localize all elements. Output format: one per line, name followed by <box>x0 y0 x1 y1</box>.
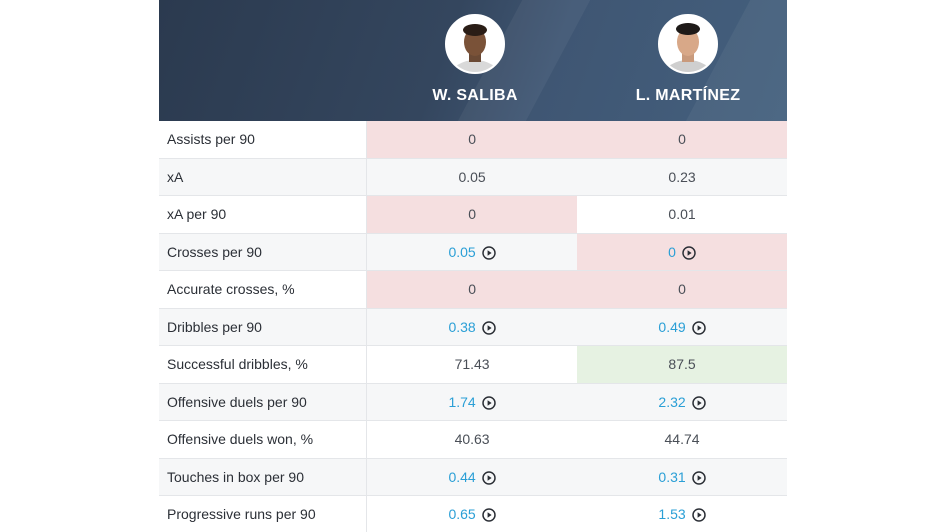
stat-value-player-1[interactable]: 0.44 <box>367 459 577 496</box>
stat-row: xA 0.05 0.23 <box>159 158 787 196</box>
stat-value-text: 0 <box>678 281 686 298</box>
stat-value-player-2: 0.01 <box>577 196 787 233</box>
player-2-name[interactable]: L. MARTÍNEZ <box>635 87 741 104</box>
player-column-1: W. SALIBA <box>370 14 580 105</box>
stat-value-text[interactable]: 0.38 <box>448 318 476 335</box>
stat-value-player-2[interactable]: 0.49 <box>577 309 787 346</box>
stat-row: xA per 90 0 0.01 <box>159 196 787 234</box>
stat-value-player-1[interactable]: 0.05 <box>367 234 577 271</box>
stat-row: Touches in box per 90 0.44 0.31 <box>159 458 787 496</box>
stat-label: Successful dribbles, % <box>159 346 368 383</box>
stat-label: Offensive duels won, % <box>159 421 368 458</box>
stat-value-text[interactable]: 0.31 <box>658 468 686 485</box>
stat-row: Assists per 90 0 0 <box>159 121 787 159</box>
stat-value-text[interactable]: 1.74 <box>448 393 476 410</box>
stat-value-text: 40.63 <box>454 431 490 448</box>
play-video-icon[interactable] <box>686 319 706 335</box>
stat-value-player-2: 0 <box>577 121 787 158</box>
stat-value-player-1[interactable]: 0.65 <box>367 496 577 532</box>
stat-value-text: 0 <box>468 131 476 148</box>
play-video-icon[interactable] <box>476 394 496 410</box>
stat-value-player-2: 44.74 <box>577 421 787 458</box>
stat-value-text[interactable]: 0.65 <box>448 506 476 523</box>
stat-row: Progressive runs per 90 0.65 1.53 <box>159 496 787 532</box>
stat-row: Successful dribbles, % 71.43 87.5 <box>159 346 787 384</box>
comparison-card: W. SALIBA L. MARTÍNEZ Assists per 90 0 0 xA… <box>159 0 787 532</box>
stat-label: Assists per 90 <box>159 121 368 158</box>
stat-row: Offensive duels per 90 1.74 2.32 <box>159 383 787 421</box>
stat-value-player-2: 87.5 <box>577 346 787 383</box>
stat-label: Touches in box per 90 <box>159 458 368 495</box>
stat-label: Dribbles per 90 <box>159 308 368 345</box>
play-video-icon[interactable] <box>476 469 496 485</box>
stat-value-player-2: 0.23 <box>577 159 787 196</box>
stat-value-player-2[interactable]: 0 <box>577 233 787 270</box>
stat-value-text: 0 <box>468 206 476 223</box>
stat-label: xA per 90 <box>159 196 368 233</box>
stat-value-player-1: 0 <box>367 271 578 308</box>
play-video-icon[interactable] <box>686 469 706 485</box>
stat-value-player-2[interactable]: 0.31 <box>577 459 787 496</box>
players-header: W. SALIBA L. MARTÍNEZ <box>159 0 787 121</box>
stat-value-text[interactable]: 0.49 <box>658 318 686 335</box>
stat-value-text: 87.5 <box>668 356 696 373</box>
play-video-icon[interactable] <box>686 506 706 523</box>
player-1-avatar[interactable] <box>445 14 505 74</box>
stat-value-player-1: 0.05 <box>367 159 577 196</box>
stat-row: Dribbles per 90 0.38 0.49 <box>159 308 787 346</box>
stat-value-text: 0.23 <box>668 168 696 185</box>
stat-value-text[interactable]: 1.53 <box>658 506 686 523</box>
play-video-icon[interactable] <box>686 394 706 410</box>
stat-value-text[interactable]: 0.05 <box>448 243 476 260</box>
stat-label: Crosses per 90 <box>159 233 368 270</box>
stat-value-text[interactable]: 2.32 <box>658 393 686 410</box>
stat-row: Crosses per 90 0.05 0 <box>159 233 787 271</box>
player-column-2: L. MARTÍNEZ <box>583 14 787 105</box>
stat-label: Accurate crosses, % <box>159 271 368 308</box>
stat-row: Offensive duels won, % 40.63 44.74 <box>159 421 787 459</box>
stat-value-player-1[interactable]: 1.74 <box>367 384 577 421</box>
stat-value-text: 0.05 <box>458 168 486 185</box>
stat-value-text[interactable]: 0 <box>668 243 676 260</box>
play-video-icon[interactable] <box>676 244 696 260</box>
stat-label: Progressive runs per 90 <box>159 496 368 532</box>
stats-table: Assists per 90 0 0 xA 0.05 0.23 xA per 90 0 0.01… <box>159 121 787 532</box>
stat-value-text[interactable]: 0.44 <box>448 468 476 485</box>
stat-value-player-1: 40.63 <box>367 421 577 458</box>
stat-value-player-2[interactable]: 1.53 <box>577 496 787 532</box>
stat-value-player-2: 0 <box>577 271 787 308</box>
play-video-icon[interactable] <box>476 319 496 335</box>
stat-value-player-1: 0 <box>367 121 578 158</box>
stat-value-text: 44.74 <box>664 431 700 448</box>
stat-value-player-2[interactable]: 2.32 <box>577 384 787 421</box>
stat-value-player-1[interactable]: 0.38 <box>367 309 577 346</box>
stat-label: Offensive duels per 90 <box>159 383 368 420</box>
player-1-name[interactable]: W. SALIBA <box>432 87 518 104</box>
stat-value-text: 71.43 <box>454 356 490 373</box>
stat-value-text: 0.01 <box>668 206 696 223</box>
stat-value-text: 0 <box>468 281 476 298</box>
stat-row: Accurate crosses, % 0 0 <box>159 271 787 309</box>
play-video-icon[interactable] <box>476 244 496 260</box>
play-video-icon[interactable] <box>476 506 496 523</box>
stat-value-player-1: 0 <box>367 196 578 233</box>
stat-value-player-1: 71.43 <box>367 346 577 383</box>
stat-value-text: 0 <box>678 131 686 148</box>
player-2-avatar[interactable] <box>658 14 718 74</box>
stat-label: xA <box>159 158 368 195</box>
